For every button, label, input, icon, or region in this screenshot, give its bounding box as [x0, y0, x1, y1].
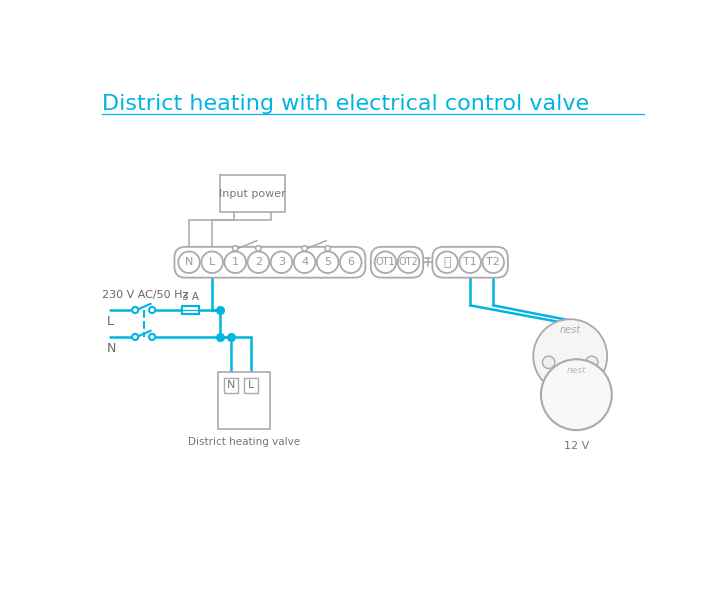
Text: 5: 5: [324, 257, 331, 267]
Circle shape: [542, 356, 555, 368]
Bar: [223, 378, 237, 393]
Text: N: N: [185, 257, 193, 267]
Text: District heating valve: District heating valve: [188, 437, 300, 447]
FancyBboxPatch shape: [432, 247, 508, 277]
Circle shape: [436, 251, 458, 273]
Bar: [244, 378, 258, 393]
Text: Input power: Input power: [219, 189, 286, 199]
Text: N: N: [107, 342, 116, 355]
Circle shape: [533, 319, 607, 393]
Text: OT1: OT1: [376, 257, 395, 267]
Text: 12 V: 12 V: [563, 441, 589, 451]
Text: 3: 3: [278, 257, 285, 267]
Circle shape: [256, 246, 261, 251]
Text: 1: 1: [232, 257, 239, 267]
Circle shape: [375, 251, 396, 273]
Text: T2: T2: [486, 257, 500, 267]
Circle shape: [132, 307, 138, 313]
Circle shape: [302, 246, 307, 251]
FancyBboxPatch shape: [175, 247, 365, 277]
Text: 2: 2: [255, 257, 262, 267]
Bar: [220, 175, 285, 212]
FancyBboxPatch shape: [371, 247, 423, 277]
Circle shape: [483, 251, 504, 273]
Circle shape: [149, 307, 155, 313]
Circle shape: [340, 251, 362, 273]
Circle shape: [294, 251, 315, 273]
Bar: [182, 306, 199, 314]
Text: ⏚: ⏚: [443, 256, 451, 268]
Circle shape: [541, 359, 612, 430]
Circle shape: [325, 246, 331, 251]
Circle shape: [224, 251, 246, 273]
Text: N: N: [226, 380, 235, 390]
Circle shape: [178, 251, 200, 273]
Circle shape: [585, 356, 598, 368]
Text: nest: nest: [566, 365, 586, 375]
Text: OT2: OT2: [399, 257, 419, 267]
Bar: [218, 372, 270, 429]
Text: 230 V AC/50 Hz: 230 V AC/50 Hz: [102, 290, 189, 299]
Text: District heating with electrical control valve: District heating with electrical control…: [102, 94, 589, 115]
Circle shape: [232, 246, 238, 251]
Text: nest: nest: [560, 325, 581, 335]
Circle shape: [248, 251, 269, 273]
Circle shape: [397, 251, 419, 273]
Text: L: L: [209, 257, 215, 267]
Text: 6: 6: [347, 257, 355, 267]
Circle shape: [202, 251, 223, 273]
Text: 3 A: 3 A: [182, 292, 199, 302]
Circle shape: [271, 251, 292, 273]
Circle shape: [317, 251, 339, 273]
Circle shape: [132, 334, 138, 340]
Text: T1: T1: [463, 257, 477, 267]
Circle shape: [149, 334, 155, 340]
Text: L: L: [248, 380, 254, 390]
Text: L: L: [107, 315, 114, 328]
Ellipse shape: [565, 369, 576, 377]
Circle shape: [459, 251, 481, 273]
Text: 4: 4: [301, 257, 308, 267]
